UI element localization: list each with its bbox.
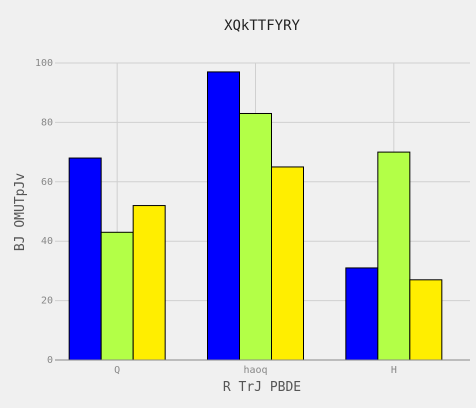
x-tick-label: H — [391, 365, 397, 376]
bars — [68, 71, 443, 361]
bar — [239, 112, 272, 361]
bar — [132, 205, 166, 361]
bar — [409, 279, 443, 361]
y-tick-label: 100 — [35, 58, 53, 69]
bar — [271, 166, 304, 361]
y-tick-label: 80 — [41, 117, 53, 128]
x-axis-label: R TrJ PBDE — [223, 380, 301, 395]
x-tick-label: Q — [114, 365, 120, 376]
bar — [68, 157, 102, 361]
x-tick-label: haoq — [243, 365, 267, 376]
y-tick-label: 20 — [41, 296, 53, 307]
bar — [345, 267, 379, 361]
y-tick-label: 40 — [41, 236, 53, 247]
y-tick-label: 0 — [47, 355, 53, 366]
y-axis-label: BJ OMUTpJv — [13, 173, 28, 251]
chart-title: XQkTTFYRY — [224, 18, 300, 34]
y-tick-labels: 0 20 40 60 80 100 — [35, 58, 53, 366]
bar — [207, 71, 240, 361]
bar — [377, 151, 411, 361]
y-tick-label: 60 — [41, 177, 53, 188]
bar — [100, 231, 134, 361]
